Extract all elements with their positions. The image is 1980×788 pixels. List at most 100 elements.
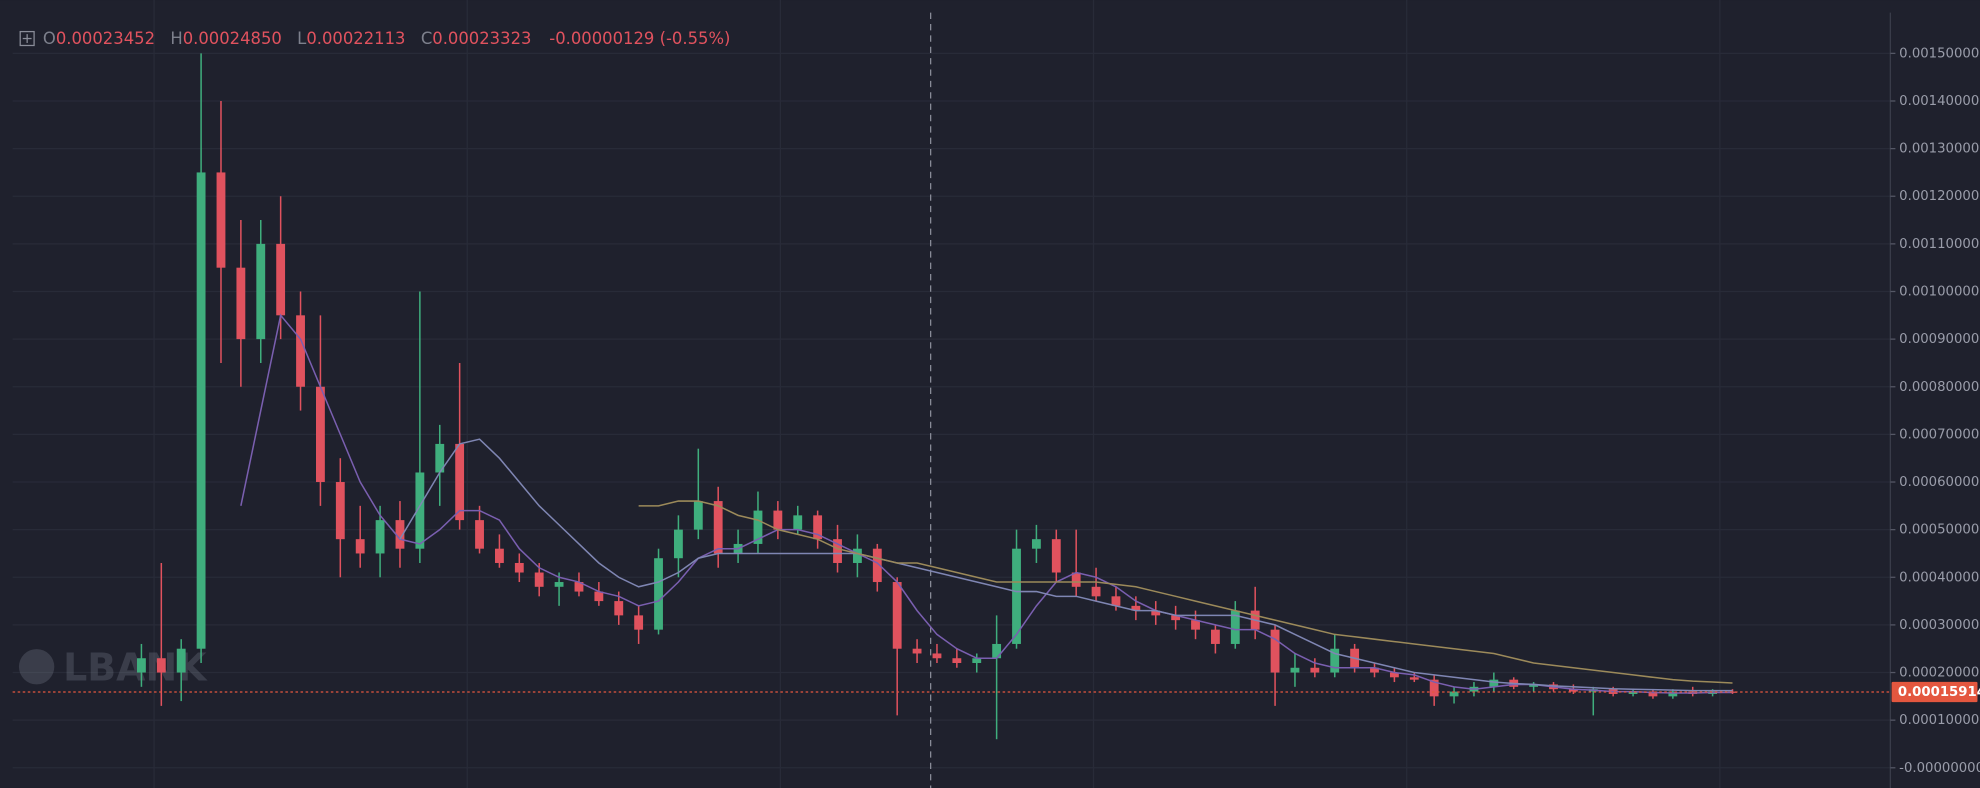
watermark-text: LBANK bbox=[63, 646, 208, 690]
candle-body bbox=[1648, 691, 1658, 697]
y-tick-label: 0.00040000 bbox=[1899, 570, 1979, 585]
candle-body bbox=[1489, 679, 1499, 687]
candle-body bbox=[1310, 667, 1320, 673]
candle-body bbox=[1628, 691, 1638, 694]
candle-body bbox=[256, 243, 266, 340]
candle-body bbox=[992, 643, 1002, 659]
candle-body bbox=[833, 539, 842, 563]
candle-body bbox=[534, 572, 544, 587]
candle-body bbox=[276, 243, 286, 316]
change-value: -0.00000129 (-0.55%) bbox=[549, 29, 730, 48]
high-value: 0.00024850 bbox=[183, 29, 282, 48]
candle-body bbox=[335, 482, 345, 540]
moving-average-line bbox=[399, 438, 1733, 692]
candle-body bbox=[1191, 620, 1200, 630]
open-value: 0.00023452 bbox=[56, 29, 155, 48]
candle-body bbox=[236, 267, 246, 340]
candle-body bbox=[316, 386, 325, 483]
candle-body bbox=[634, 615, 644, 630]
candle-body bbox=[514, 562, 524, 573]
candle-body bbox=[594, 591, 604, 602]
watermark-logo bbox=[18, 649, 55, 685]
candle-body bbox=[1449, 691, 1459, 697]
candle-body bbox=[375, 520, 385, 554]
candle-body bbox=[654, 558, 663, 630]
open-label: O bbox=[43, 29, 56, 48]
candle-body bbox=[1051, 539, 1061, 573]
candle-body bbox=[813, 515, 823, 540]
candle-body bbox=[1131, 605, 1141, 611]
candle-body bbox=[753, 510, 763, 544]
candle-body bbox=[1290, 667, 1300, 673]
close-value: 0.00023323 bbox=[432, 29, 531, 48]
candle-body bbox=[793, 515, 803, 530]
y-tick-label: 0.00070000 bbox=[1899, 427, 1979, 442]
y-tick-label: 0.00010000 bbox=[1899, 713, 1979, 728]
candle-body bbox=[156, 658, 166, 673]
candle-body bbox=[574, 582, 584, 592]
candle-body bbox=[614, 601, 624, 616]
candle-body bbox=[1370, 667, 1379, 673]
legend-text: O0.00023452 H0.00024850 L0.00022113 C0.0… bbox=[43, 29, 731, 48]
candle-body bbox=[952, 658, 962, 664]
candle-body bbox=[554, 582, 564, 587]
candle-body bbox=[1151, 610, 1161, 616]
y-tick-label: 0.00140000 bbox=[1899, 94, 1979, 109]
candle-body bbox=[395, 520, 405, 549]
candle-body bbox=[932, 653, 942, 659]
candle-body bbox=[852, 548, 862, 563]
candle-body bbox=[1568, 689, 1578, 692]
low-label: L bbox=[297, 29, 307, 48]
legend-icon[interactable] bbox=[19, 30, 35, 47]
grid bbox=[12, 52, 1891, 769]
candle-body bbox=[176, 648, 186, 673]
candle-body bbox=[1071, 572, 1081, 587]
y-tick-label: 0.00110000 bbox=[1899, 237, 1979, 252]
y-tick-label: 0.00060000 bbox=[1899, 475, 1979, 490]
candle-body bbox=[1389, 672, 1399, 678]
high-label: H bbox=[170, 29, 182, 48]
y-tick-label: 0.00150000 bbox=[1899, 46, 1979, 61]
y-tick-label: 0.00030000 bbox=[1899, 618, 1979, 633]
close-label: C bbox=[421, 29, 432, 48]
y-tick-label: -0.00000000 bbox=[1899, 761, 1980, 776]
candle-body bbox=[673, 529, 683, 559]
candle-body bbox=[1529, 684, 1539, 687]
candle-body bbox=[296, 315, 305, 387]
plot bbox=[12, 53, 1891, 740]
candle-body bbox=[1429, 679, 1439, 697]
candle-body bbox=[415, 472, 425, 549]
candle-body bbox=[475, 520, 484, 549]
y-tick-label: 0.00120000 bbox=[1899, 189, 1979, 204]
candle-body bbox=[1091, 586, 1101, 597]
candle-body bbox=[455, 443, 465, 521]
candle-body bbox=[1330, 648, 1340, 673]
y-tick-label: 0.00050000 bbox=[1899, 523, 1979, 538]
candle-body bbox=[713, 501, 723, 554]
candle-body bbox=[773, 510, 783, 530]
y-tick-label: 0.00080000 bbox=[1899, 380, 1979, 395]
candle-body bbox=[912, 648, 922, 654]
candle-body bbox=[1210, 629, 1220, 644]
candle-body bbox=[1031, 539, 1041, 549]
candle-body bbox=[355, 539, 365, 554]
candle-body bbox=[196, 172, 206, 649]
candle-body bbox=[1111, 596, 1121, 606]
last-price-label: 0.00015914 bbox=[1898, 685, 1980, 700]
candle-body bbox=[892, 582, 902, 649]
moving-average-line bbox=[240, 313, 1733, 694]
last-price-box bbox=[1891, 681, 1978, 703]
candle-body bbox=[872, 548, 882, 583]
y-tick-label: 0.00100000 bbox=[1899, 285, 1979, 300]
candle-body bbox=[137, 658, 146, 673]
candle-body bbox=[216, 172, 226, 268]
candle-body bbox=[972, 658, 982, 664]
candle-body bbox=[495, 548, 504, 563]
candle-body bbox=[1409, 677, 1419, 680]
moving-average-line bbox=[638, 500, 1733, 684]
low-value: 0.00022113 bbox=[306, 29, 405, 48]
y-tick-label: 0.00130000 bbox=[1899, 142, 1979, 157]
price-axis: 0.00150000 0.00140000 0.00130000 0.00120000… bbox=[1890, 46, 1980, 776]
